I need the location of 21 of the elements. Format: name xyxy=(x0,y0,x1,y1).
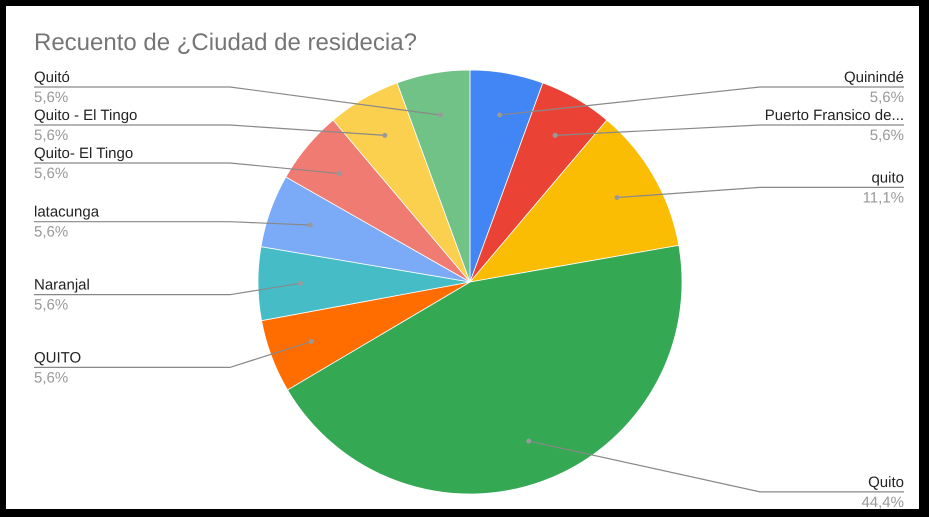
slice-label: Quito - El Tingo xyxy=(34,107,138,124)
data-label: 5,6% xyxy=(34,369,68,386)
slice-label: Puerto Fransico de... xyxy=(764,107,904,124)
slice-label: Quito xyxy=(868,474,904,491)
data-label: 44,4% xyxy=(861,494,904,511)
data-label: 5,6% xyxy=(34,224,68,241)
slice-label: quito xyxy=(871,169,904,186)
data-label: 5,6% xyxy=(34,127,68,144)
slice-label: Quito- El Tingo xyxy=(34,145,134,162)
data-label: 5,6% xyxy=(34,89,68,106)
slice-label: Naranjal xyxy=(34,276,90,294)
data-label: 5,6% xyxy=(34,296,68,314)
data-label: 5,6% xyxy=(34,165,68,182)
slice-label: QUITO xyxy=(34,349,82,366)
data-label: 11,1% xyxy=(862,189,904,206)
slice-label: Quitó xyxy=(34,69,70,86)
slice-label: latacunga xyxy=(34,204,100,221)
slice-label: Quinindé xyxy=(844,69,904,86)
chart-title: Recuento de ¿Ciudad de residecia? xyxy=(34,29,417,56)
data-label: 5,6% xyxy=(870,127,904,144)
data-label: 5,6% xyxy=(870,89,904,106)
